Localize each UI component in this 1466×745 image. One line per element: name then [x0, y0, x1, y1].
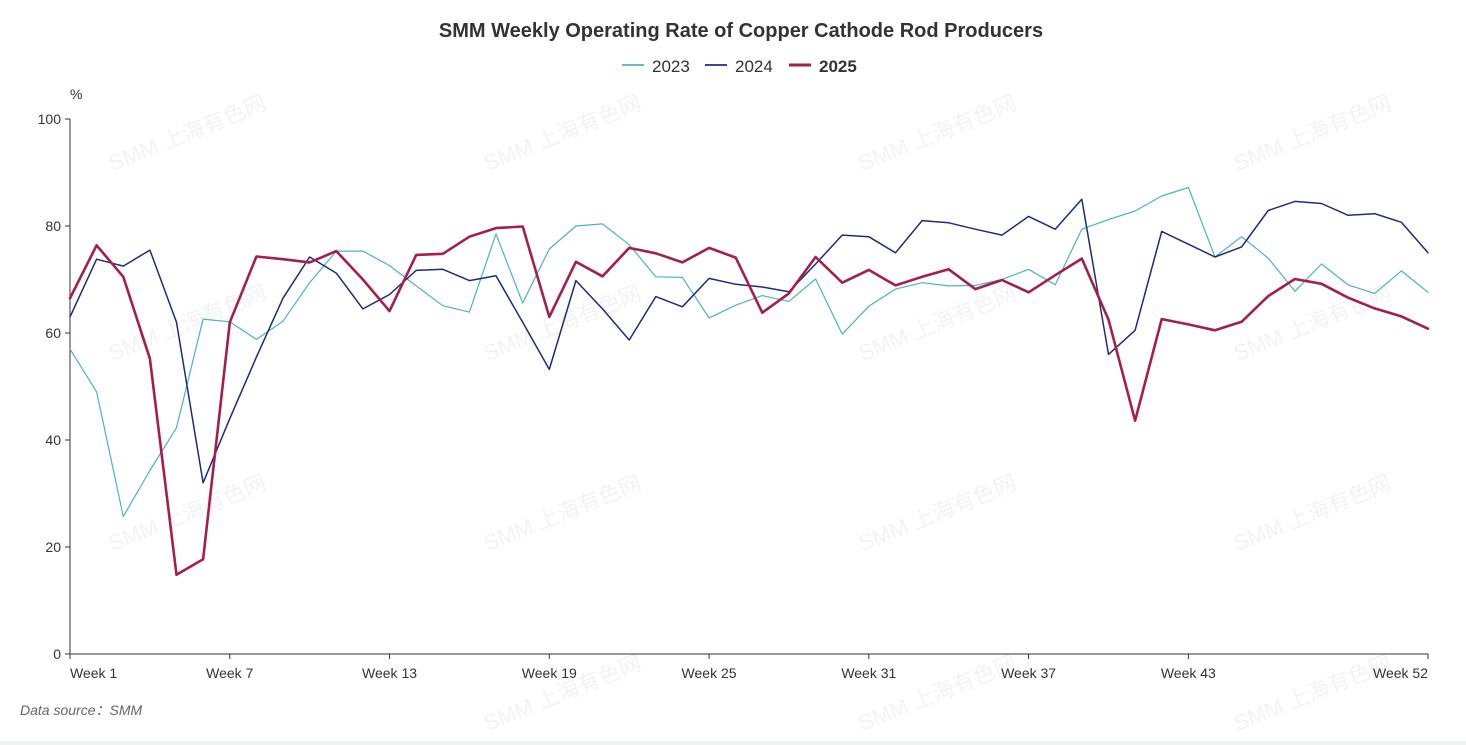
y-tick-label: 40 — [45, 432, 61, 448]
x-tick-label: Week 13 — [362, 665, 417, 681]
watermark-text: SMM 上海有色网 — [105, 90, 270, 176]
data-source-footer: Data source：SMM — [20, 702, 142, 718]
x-tick-label: Week 19 — [522, 665, 577, 681]
series-layer — [68, 186, 1430, 577]
x-tick-label: Week 1 — [70, 665, 117, 681]
watermark-text: SMM 上海有色网 — [1230, 470, 1395, 556]
y-tick-label: 80 — [45, 218, 61, 234]
watermark-text: SMM 上海有色网 — [855, 650, 1020, 736]
watermark-text: SMM 上海有色网 — [855, 280, 1020, 366]
legend-label: 2023 — [652, 57, 690, 76]
footer-bar — [0, 741, 1466, 745]
x-tick-label: Week 31 — [841, 665, 896, 681]
watermark-text: SMM 上海有色网 — [105, 470, 270, 556]
y-tick-label: 100 — [38, 111, 62, 127]
x-tick-label: Week 37 — [1001, 665, 1056, 681]
watermark-text: SMM 上海有色网 — [1230, 650, 1395, 736]
watermark-text: SMM 上海有色网 — [1230, 90, 1395, 176]
legend-item-2025[interactable]: 2025 — [789, 57, 857, 76]
y-axis-label: % — [70, 86, 82, 102]
x-tick-label: Week 52 — [1373, 665, 1428, 681]
series-line-2025 — [68, 225, 1430, 577]
x-axis: Week 1 Week 7 Week 13 Week 19 Week 25 Week 31… — [69, 653, 1429, 681]
legend-item-2024[interactable]: 2024 — [705, 57, 773, 76]
x-tick-label: Week 43 — [1161, 665, 1216, 681]
watermark-layer: SMM 上海有色网 SMM 上海有色网 SMM 上海有色网 SMM 上海有色网 SMM … — [105, 90, 1395, 736]
watermark-text: SMM 上海有色网 — [1230, 280, 1395, 366]
watermark-text: SMM 上海有色网 — [480, 650, 645, 736]
legend: 2023 2024 2025 — [622, 57, 857, 76]
y-tick-label: 0 — [53, 646, 61, 662]
x-tick-label: Week 7 — [206, 665, 253, 681]
watermark-text: SMM 上海有色网 — [855, 470, 1020, 556]
x-tick-label: Week 25 — [682, 665, 737, 681]
series-line-2023 — [69, 186, 1429, 518]
legend-label: 2025 — [819, 57, 857, 76]
y-axis: 0 20 40 60 80 100 — [38, 111, 71, 662]
y-tick-label: 20 — [45, 539, 61, 555]
series-line-2024 — [69, 198, 1429, 484]
watermark-text: SMM 上海有色网 — [480, 470, 645, 556]
legend-label: 2024 — [735, 57, 773, 76]
legend-item-2023[interactable]: 2023 — [622, 57, 690, 76]
y-tick-label: 60 — [45, 325, 61, 341]
watermark-text: SMM 上海有色网 — [480, 90, 645, 176]
watermark-text: SMM 上海有色网 — [855, 90, 1020, 176]
chart-title: SMM Weekly Operating Rate of Copper Cath… — [439, 20, 1043, 42]
